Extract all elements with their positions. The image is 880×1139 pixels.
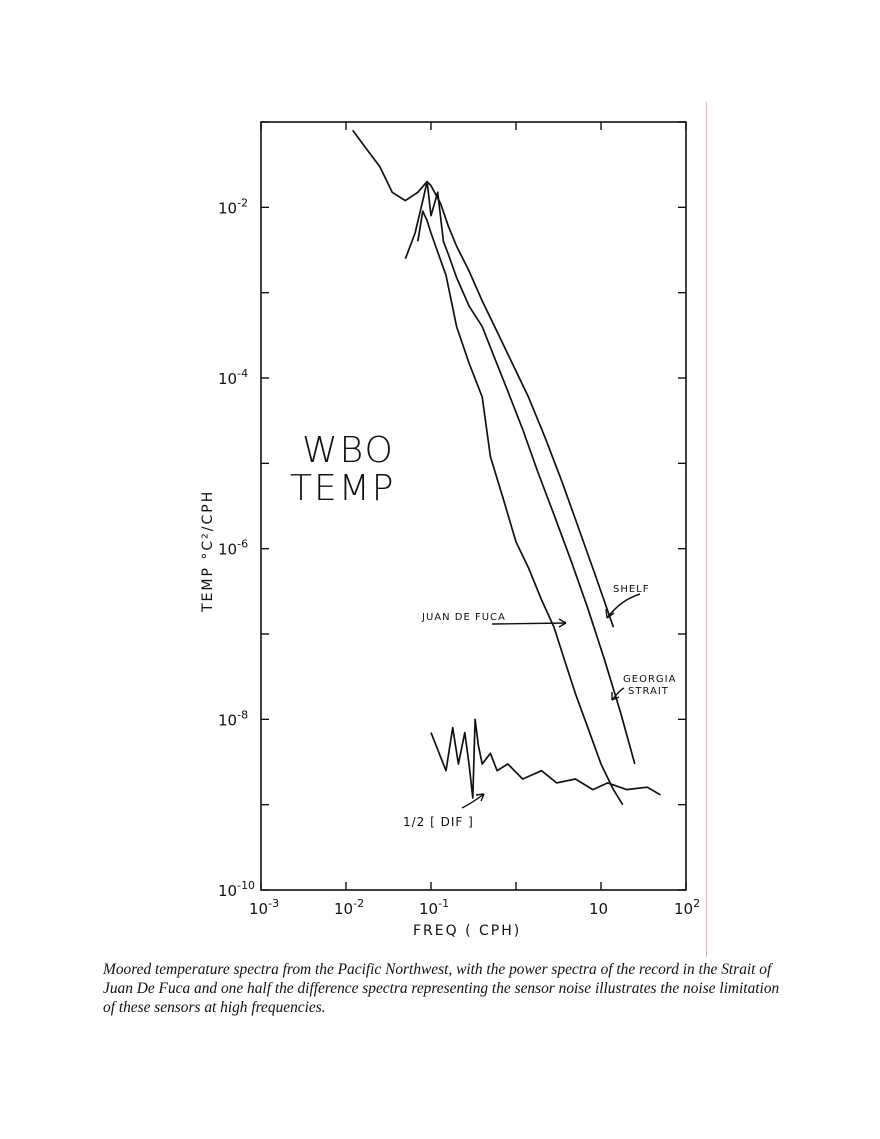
series-line-georgia-strait (404, 180, 636, 765)
arrowhead-georgia-strait (611, 692, 620, 701)
spectra-chart: 10-210-410-610-810-10 10-3 10-2 10-1 10 102 … (200, 121, 700, 939)
x-tick-label: 10-1 (419, 897, 449, 918)
plot-frame (260, 121, 687, 891)
x-tick-label-base: 10 (249, 900, 268, 918)
label-half-dif: 1/2 [ DIF ] (403, 815, 474, 829)
x-tick-label-exp: 2 (693, 897, 700, 910)
y-tick-label: 10-6 (218, 538, 248, 559)
x-tick-label-base: 10 (674, 900, 693, 918)
label-shelf: SHELF (613, 584, 650, 595)
y-tick-label: 10-10 (218, 879, 255, 900)
y-tick-label-exp: -8 (237, 708, 248, 721)
y-tick-label-base: 10 (218, 199, 237, 217)
y-axis-label: TEMP °C²/CPH (200, 490, 216, 613)
y-tick-label-exp: -6 (237, 538, 248, 551)
label-georgia-line-2: STRAIT (628, 686, 669, 697)
x-tick-label-exp: -2 (353, 897, 364, 910)
y-tick-label-exp: -10 (237, 879, 255, 892)
y-tick-label-base: 10 (218, 541, 237, 559)
x-tick-label-base: 10 (589, 900, 608, 918)
figure-caption: Moored temperature spectra from the Paci… (103, 961, 780, 1016)
x-axis-label: FREQ ( CPH) (413, 923, 521, 939)
y-tick-label-exp: -2 (237, 196, 248, 209)
y-tick-label: 10-2 (218, 196, 248, 217)
x-tick-label: 102 (674, 897, 700, 918)
series-line-juan-de-fuca (416, 210, 624, 806)
arrow-georgia-strait (611, 687, 625, 701)
arrow-shelf (606, 593, 641, 619)
page-margin-rule (706, 102, 707, 957)
x-tick-label-exp: -1 (438, 897, 449, 910)
arrowhead-shelf (605, 608, 615, 619)
x-tick-label: 10-3 (249, 897, 279, 918)
y-tick-label-base: 10 (218, 882, 237, 900)
arrow-juan-de-fuca (491, 622, 567, 625)
label-juan-de-fuca: JUAN DE FUCA (421, 612, 506, 623)
x-tick-label: 10-2 (334, 897, 364, 918)
y-tick-label: 10-4 (218, 367, 248, 388)
series-line-1-2-dif (430, 718, 661, 799)
y-tick-label-base: 10 (218, 711, 237, 729)
x-tick-label: 10 (589, 900, 608, 918)
arrow-half-dif (461, 793, 485, 809)
wbo-title-line-1: WBO (302, 430, 395, 471)
series-line-shelf (352, 129, 615, 628)
x-tick-label-base: 10 (419, 900, 438, 918)
y-tick-label: 10-8 (218, 708, 248, 729)
x-tick-label-base: 10 (334, 900, 353, 918)
arrowhead-juan-de-fuca (558, 618, 567, 628)
x-tick-label-exp: -3 (268, 897, 279, 910)
wbo-title-line-2: TEMP (290, 468, 396, 509)
y-tick-label-exp: -4 (237, 367, 248, 380)
arrowhead-half-dif (475, 793, 485, 802)
label-georgia-line-1: GEORGIA (623, 674, 676, 685)
y-tick-label-base: 10 (218, 370, 237, 388)
